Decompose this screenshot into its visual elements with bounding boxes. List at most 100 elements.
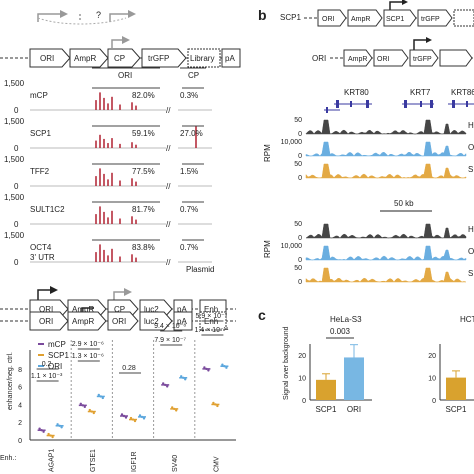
data-point — [51, 435, 54, 439]
construct-b1: SCP1 ORI AmpR SCP1 trGFP — [280, 0, 474, 27]
data-point — [223, 365, 226, 368]
data-point — [171, 406, 174, 409]
col-ori-label: ORI — [118, 71, 132, 80]
data-point — [124, 416, 128, 419]
box-ori: ORI — [29, 48, 71, 68]
legend-label: ORI — [48, 362, 62, 371]
gene-krt86: KRT86 — [451, 88, 474, 97]
p-value-annotation: 2.9 × 10⁻⁶ — [72, 341, 104, 348]
track-tick-top: 50 — [294, 117, 302, 124]
ori-label: ORI — [40, 54, 54, 63]
library-label: Library — [190, 54, 214, 63]
scale-bar-label: 50 kb — [394, 199, 414, 208]
ori-percent: 81.7% — [132, 205, 155, 214]
track-tick-base: 0 — [298, 153, 302, 160]
y-tick-label: 8 — [18, 367, 22, 374]
luc2-luc2-label: luc2 — [144, 317, 159, 326]
bar-p-value: 0.003 — [330, 327, 351, 336]
y-axis-label: enhancer/neg. ctrl. — [7, 352, 14, 410]
bar-y-tick: 10 — [428, 376, 436, 383]
signal-track — [305, 141, 467, 157]
data-point — [79, 402, 83, 406]
data-point — [166, 385, 169, 388]
track-tick-base: 0 — [298, 257, 302, 264]
b1-ori-label: ORI — [322, 16, 335, 23]
data-point — [180, 375, 183, 378]
track-ybase: 0 — [14, 144, 19, 153]
track-sample-label: H — [468, 121, 474, 130]
luc-ampr-label: AmpR — [72, 305, 94, 314]
track-name-2: 3' UTR — [30, 253, 55, 262]
signal-track — [305, 119, 467, 135]
data-point — [58, 424, 61, 427]
data-point — [42, 430, 45, 433]
data-point — [221, 363, 224, 366]
signal-track — [305, 223, 467, 239]
box-cp: CP — [107, 48, 141, 68]
y-tick-label: 2 — [18, 420, 22, 427]
bar — [446, 377, 466, 400]
track-sample-label: H — [468, 225, 474, 234]
axis-break: // — [166, 258, 171, 267]
track-tick-base: 0 — [298, 279, 302, 286]
p-value-annotation: 9.4 × 10⁻⁸ — [154, 323, 186, 330]
bar-category-label: ORI — [347, 405, 361, 414]
data-point — [101, 396, 105, 400]
b1-ampr-label: AmpR — [351, 16, 370, 23]
bar-chart-title: HCT- — [460, 315, 474, 324]
track-tick-base: 0 — [298, 175, 302, 182]
data-point — [182, 376, 185, 379]
track-ymax: 1,500 — [4, 231, 25, 240]
legend-label: mCP — [48, 340, 66, 349]
box-trgfp: trGFP — [141, 48, 187, 68]
data-point — [129, 416, 133, 420]
data-point — [60, 426, 63, 429]
data-point — [133, 419, 137, 423]
data-point — [207, 369, 210, 372]
track-name: TFF2 — [30, 167, 50, 176]
cp-percent: 0.3% — [180, 91, 198, 100]
track-sample-label: S — [468, 165, 473, 174]
track-name: SULT1C2 — [30, 205, 65, 214]
plasmid-label: Plasmid — [186, 265, 214, 274]
data-point — [205, 367, 208, 371]
p-value-annotation: 1.4 × 10⁻¹¹ — [194, 327, 229, 334]
rpm-label-lower: RPM — [263, 240, 272, 258]
category-label: GTSE1 — [90, 449, 97, 472]
p-value-annotation: 0.2 — [42, 361, 52, 368]
signal-track — [305, 267, 467, 283]
data-point — [214, 403, 217, 406]
scale-bar: 50 kb — [380, 199, 432, 212]
data-point — [225, 366, 228, 369]
track-name: mCP — [30, 91, 48, 100]
b2-title: ORI — [312, 54, 326, 63]
data-point — [122, 414, 126, 418]
b2-ori-label: AmpR — [348, 56, 367, 63]
cp-label: CP — [114, 54, 125, 63]
bar-chart-title: HeLa-S3 — [330, 315, 362, 324]
cp-percent: 0.7% — [180, 205, 198, 214]
track-sample-label: O — [468, 143, 474, 152]
legend-label: SCP1 — [48, 351, 69, 360]
b1-scp1-label: SCP1 — [386, 16, 404, 23]
axis-break: // — [166, 106, 171, 115]
luc-ori-label: ORI — [39, 305, 53, 314]
track-ymax: 1,500 — [4, 117, 25, 126]
track-ymax: 1,500 — [4, 193, 25, 202]
b1-title: SCP1 — [280, 13, 301, 22]
construct-top: ? ORI AmpR CP trGFP Library pA — [0, 10, 241, 68]
b2-ori2-label: trGFP — [413, 56, 432, 63]
data-point — [173, 407, 176, 411]
data-point — [120, 413, 124, 416]
data-point — [97, 393, 101, 397]
construct-luc-ori: ORI AmpR ORI luc2 pA Enh — [0, 307, 236, 331]
box-ampr: AmpR — [69, 48, 109, 68]
signal-track — [305, 245, 467, 261]
data-point — [40, 429, 43, 432]
data-point — [47, 432, 50, 436]
track-name: SCP1 — [30, 129, 51, 138]
signal-track — [305, 163, 467, 179]
bar-y-tick: 20 — [428, 353, 436, 360]
